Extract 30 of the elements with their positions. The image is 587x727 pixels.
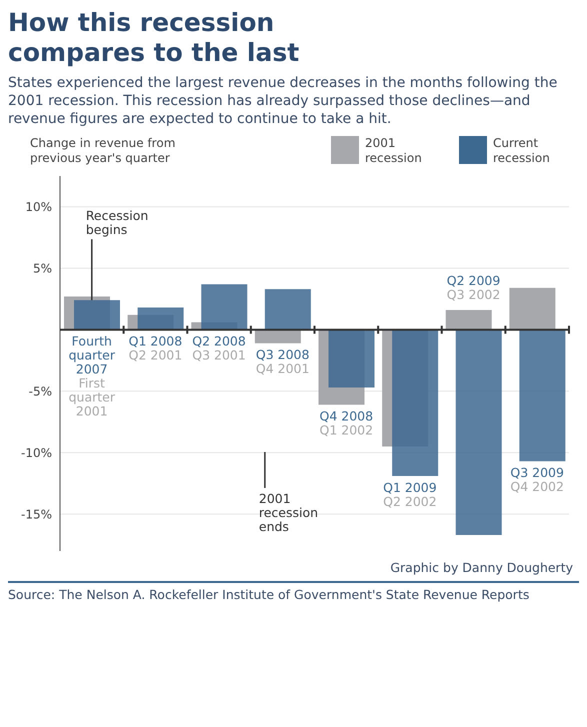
x-tick-label: Q4 2008 — [320, 408, 374, 424]
x-tick-label: Q1 2008 — [128, 334, 182, 349]
x-tick-label: Q3 2008 — [256, 347, 310, 362]
y-tick-label: 5% — [32, 261, 52, 276]
annotation: Q1 2002 — [320, 422, 374, 438]
x-tick-label: Fourth quarter 2007 — [68, 334, 116, 377]
annotation: Q2 2001 — [128, 348, 182, 363]
annotation: Recession begins — [86, 208, 148, 238]
annotation: Q4 2002 — [510, 479, 564, 494]
legend-label: Current recession — [493, 136, 551, 166]
chart-subtitle: States experienced the largest revenue decreases in the months following the 2001 recession. This recession has already surpassed those declines—and revenue figures are expected to continue to take a hit. — [8, 74, 558, 128]
annotation: Q2 2002 — [383, 494, 437, 509]
annotation: First quarter 2001 — [68, 376, 116, 419]
x-tick-label: Q2 2009 — [446, 273, 500, 288]
annotation: Q4 2001 — [256, 361, 310, 376]
chart-title: How this recession compares to the last — [8, 8, 300, 68]
legend-label: 2001 recession — [365, 136, 423, 166]
x-tick-label: Q2 2008 — [192, 334, 246, 349]
x-tick-label: Q1 2009 — [383, 480, 437, 495]
annotation: Q3 2001 — [192, 348, 246, 363]
y-tick-label: -15% — [20, 507, 52, 522]
source-note: Source: The Nelson A. Rockefeller Institute of Government's State Revenue Reports — [8, 581, 579, 602]
x-tick-label: Q3 2009 — [510, 465, 564, 480]
y-axis-title: Change in revenue from previous year's quarter — [30, 136, 176, 166]
y-tick-label: -5% — [28, 384, 52, 398]
annotation: 2001 recession ends — [258, 490, 318, 534]
annotation: Q3 2002 — [446, 287, 500, 302]
y-tick-label: -10% — [20, 446, 52, 460]
y-tick-label: 10% — [25, 200, 52, 214]
text: Graphic by Danny Dougherty — [389, 560, 574, 575]
